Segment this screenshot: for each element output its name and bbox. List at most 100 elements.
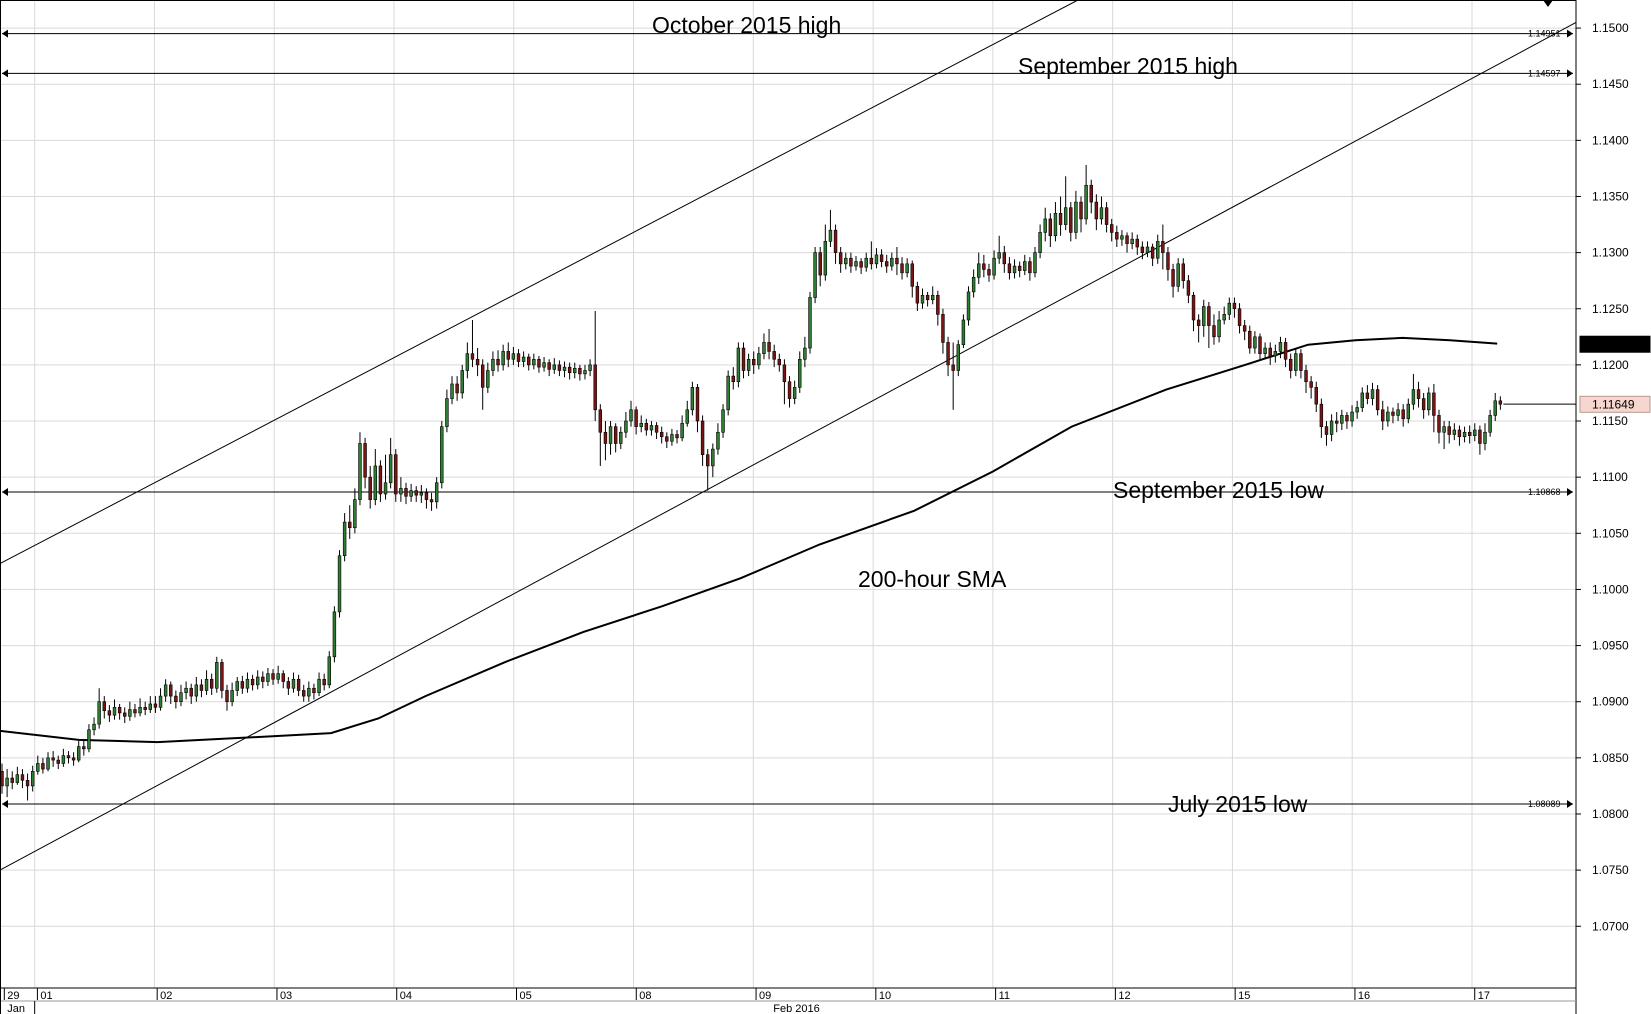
candle bbox=[578, 364, 582, 381]
annotation-july-2015-low: July 2015 low bbox=[1168, 791, 1308, 817]
candle-body bbox=[10, 777, 14, 783]
candle bbox=[987, 263, 991, 282]
candle bbox=[1411, 373, 1416, 410]
candle-body bbox=[833, 229, 838, 253]
candle-body bbox=[971, 277, 976, 293]
candle-body bbox=[1033, 252, 1037, 274]
candle bbox=[598, 404, 603, 466]
candle bbox=[1283, 337, 1288, 368]
candle bbox=[731, 367, 735, 390]
candle bbox=[619, 426, 623, 450]
candle-body bbox=[1115, 232, 1119, 240]
arrow-right-icon bbox=[1567, 69, 1573, 78]
candle bbox=[1299, 349, 1303, 379]
candle bbox=[312, 683, 316, 700]
candle-body bbox=[1370, 389, 1375, 399]
candle bbox=[562, 361, 567, 378]
candle-body bbox=[465, 353, 470, 371]
candle-body bbox=[1288, 358, 1293, 371]
candle-body bbox=[603, 431, 608, 444]
y-tick-label: 1.0700 bbox=[1592, 919, 1629, 933]
candle bbox=[1248, 325, 1252, 354]
candle bbox=[1432, 383, 1436, 433]
candle-body bbox=[521, 356, 526, 362]
candle-body bbox=[302, 690, 306, 697]
candle bbox=[373, 449, 378, 506]
candle bbox=[1023, 254, 1027, 276]
candle-body bbox=[977, 263, 981, 278]
candle bbox=[910, 260, 914, 298]
candle bbox=[1217, 310, 1221, 343]
candle-body bbox=[87, 729, 91, 750]
candle-body bbox=[296, 678, 301, 691]
candle bbox=[659, 426, 664, 444]
candle-body bbox=[1089, 184, 1093, 203]
candle bbox=[1319, 398, 1324, 438]
candle bbox=[798, 351, 802, 393]
candle-body bbox=[491, 358, 495, 371]
candle bbox=[486, 362, 490, 393]
sma-line bbox=[0, 336, 1498, 744]
candle bbox=[833, 224, 838, 264]
candle bbox=[179, 684, 183, 707]
candle bbox=[971, 269, 976, 298]
candle bbox=[690, 381, 695, 416]
candle-body bbox=[255, 676, 260, 686]
candle bbox=[480, 359, 485, 410]
candle bbox=[66, 751, 71, 764]
candle bbox=[925, 291, 930, 307]
candle-body bbox=[61, 755, 66, 764]
candle-body bbox=[291, 678, 296, 689]
candle-body bbox=[71, 757, 76, 761]
candle bbox=[388, 437, 393, 489]
candle bbox=[1028, 257, 1032, 281]
x-secondary-label: Jan bbox=[7, 1003, 25, 1014]
candle bbox=[220, 659, 224, 699]
candle-body bbox=[56, 759, 60, 764]
candle-body bbox=[92, 723, 96, 731]
candle-body bbox=[378, 465, 383, 495]
candle bbox=[296, 674, 301, 697]
candle bbox=[455, 376, 459, 401]
candle-body bbox=[941, 314, 945, 343]
candle bbox=[102, 696, 106, 719]
candle bbox=[235, 677, 239, 697]
candle bbox=[204, 670, 209, 695]
candle-body bbox=[1079, 201, 1083, 220]
candle-body bbox=[25, 779, 30, 787]
candle bbox=[199, 679, 204, 698]
candle bbox=[1069, 202, 1073, 242]
candle bbox=[854, 255, 858, 271]
candle-body bbox=[1196, 319, 1201, 326]
candle-body bbox=[179, 692, 183, 703]
candle bbox=[56, 755, 60, 770]
candle bbox=[706, 449, 710, 491]
candle-body bbox=[1038, 232, 1042, 253]
candle-body bbox=[123, 712, 127, 717]
x-tick-label: 15 bbox=[1238, 990, 1250, 1002]
candle bbox=[317, 672, 321, 697]
candle bbox=[363, 437, 367, 489]
candle-body bbox=[1304, 370, 1308, 383]
candle-body bbox=[358, 443, 362, 500]
candle bbox=[1273, 344, 1278, 363]
candle-body bbox=[414, 490, 418, 496]
candle-body bbox=[808, 297, 812, 349]
candle-body bbox=[920, 294, 925, 304]
candle-body bbox=[1145, 246, 1150, 253]
candle-body bbox=[777, 358, 782, 366]
candle-body bbox=[1273, 351, 1278, 357]
candle-body bbox=[1488, 415, 1492, 433]
candle-body bbox=[1447, 426, 1451, 435]
candle-body bbox=[516, 353, 521, 362]
candle bbox=[1335, 412, 1339, 433]
price-badge-label: 1.11649 bbox=[1592, 397, 1635, 411]
candle-body bbox=[685, 409, 689, 424]
candle bbox=[516, 349, 521, 368]
candle-body bbox=[992, 257, 996, 276]
candle bbox=[1033, 247, 1037, 278]
candle bbox=[547, 359, 551, 377]
candle bbox=[537, 355, 541, 373]
candle-body bbox=[997, 252, 1001, 259]
level-value-label: 1.10868 bbox=[1528, 487, 1561, 497]
